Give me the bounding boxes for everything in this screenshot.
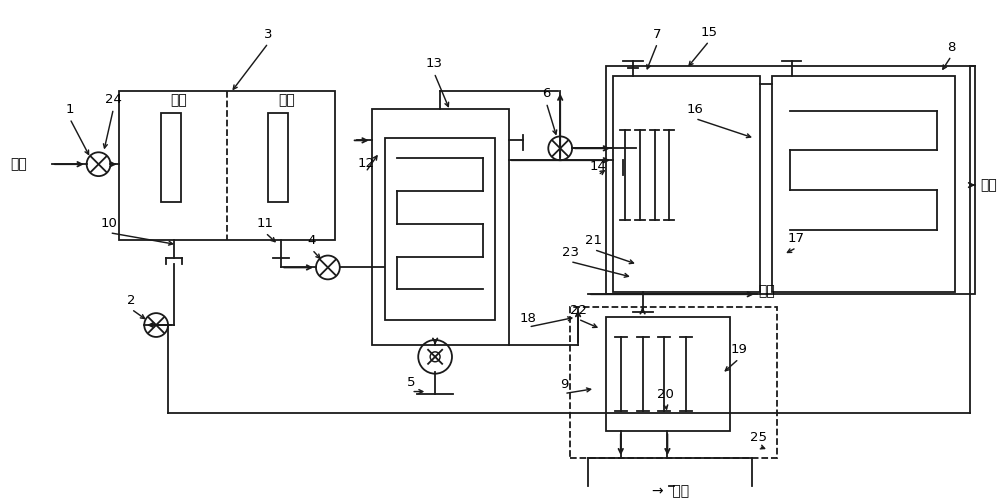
Bar	[772, 76, 955, 292]
Text: 7: 7	[653, 28, 662, 41]
Text: 13: 13	[426, 58, 443, 71]
Bar	[372, 109, 509, 345]
Text: 23: 23	[562, 246, 579, 259]
Text: 17: 17	[788, 232, 805, 245]
Text: 18: 18	[520, 312, 537, 325]
Text: 11: 11	[257, 217, 274, 230]
Text: 排气: 排气	[759, 284, 776, 298]
Text: 1: 1	[66, 103, 74, 116]
Text: 阴极: 阴极	[278, 94, 295, 108]
Bar	[570, 307, 777, 458]
Text: 15: 15	[701, 26, 718, 39]
Text: 25: 25	[750, 431, 767, 444]
Text: 2: 2	[127, 294, 136, 307]
Text: 19: 19	[730, 343, 747, 356]
Text: 海水: 海水	[10, 157, 27, 171]
Bar	[606, 66, 975, 294]
Bar	[268, 113, 288, 202]
Text: 21: 21	[585, 234, 602, 247]
Bar	[119, 91, 335, 239]
Text: 20: 20	[657, 388, 674, 401]
Text: 6: 6	[542, 87, 550, 100]
Text: 烟气: 烟气	[980, 178, 997, 192]
Text: 22: 22	[570, 304, 587, 317]
Text: 3: 3	[264, 28, 273, 41]
Text: 16: 16	[687, 103, 704, 116]
Bar	[161, 113, 181, 202]
Text: 24: 24	[105, 93, 122, 106]
Text: →  排放: → 排放	[652, 484, 689, 498]
Text: 5: 5	[407, 376, 416, 389]
Text: 4: 4	[308, 234, 316, 247]
Text: 10: 10	[101, 217, 118, 230]
Text: 阳极: 阳极	[171, 94, 187, 108]
Text: 9: 9	[560, 378, 568, 391]
Bar	[606, 317, 730, 431]
Text: 12: 12	[357, 157, 374, 170]
Text: 8: 8	[947, 41, 956, 54]
Bar	[613, 76, 760, 292]
Text: 14: 14	[589, 160, 606, 173]
Bar	[385, 138, 495, 320]
